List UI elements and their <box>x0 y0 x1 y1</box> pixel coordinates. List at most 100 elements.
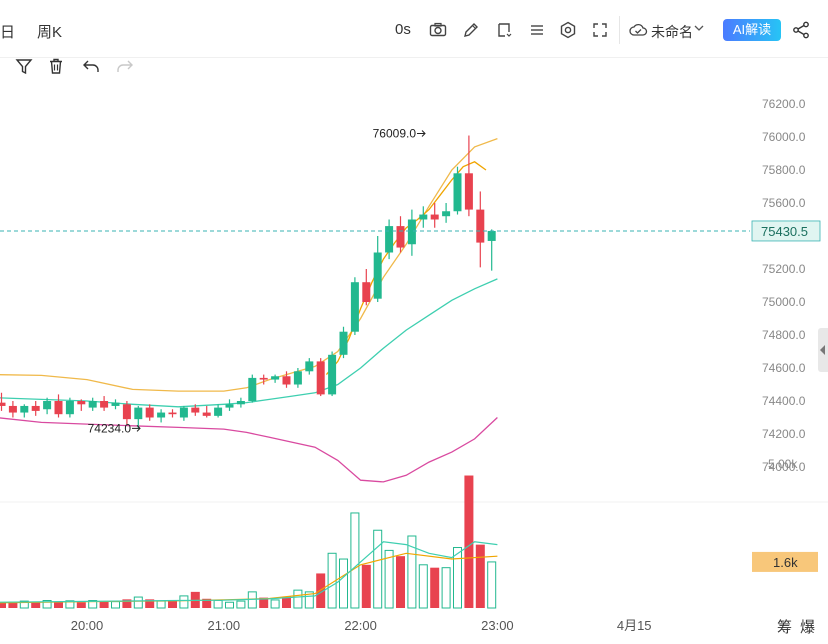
volume-bar <box>487 561 497 609</box>
candle-body <box>111 402 120 406</box>
candle-body <box>20 405 29 413</box>
candle-body <box>31 405 40 411</box>
volume-bar <box>0 602 6 608</box>
share-icon[interactable] <box>791 20 811 40</box>
volume-bar <box>361 564 371 608</box>
price-chart[interactable]: 76200.076000.075800.075600.075400.075200… <box>0 84 828 644</box>
settings-icon[interactable] <box>558 20 578 40</box>
volume-bar <box>111 601 120 609</box>
candle-body <box>157 412 166 418</box>
volume-bar <box>293 589 303 609</box>
candle-body <box>134 407 143 420</box>
price-tick-label: 75600.0 <box>762 196 806 210</box>
list-icon[interactable] <box>527 20 547 40</box>
price-tick-label: 74200.0 <box>762 427 806 441</box>
volume-bar <box>396 556 405 608</box>
volume-bar <box>475 544 485 608</box>
camera-icon[interactable] <box>428 20 448 40</box>
volume-bar <box>54 601 63 608</box>
fullscreen-icon[interactable] <box>590 20 610 40</box>
chevron-down-icon[interactable] <box>692 21 706 35</box>
time-tick-label: 4月15 <box>617 618 652 633</box>
price-tick-label: 76000.0 <box>762 130 806 144</box>
price-tick-label: 76200.0 <box>762 97 806 111</box>
candle-body <box>316 361 325 395</box>
volume-bar <box>339 558 348 609</box>
volume-panel: 5.00k 1.6k <box>0 457 818 609</box>
high-price-label: 76009.0 <box>373 127 417 141</box>
undo-icon[interactable] <box>81 56 101 76</box>
tab-day[interactable]: 日 <box>0 24 16 41</box>
candle-body <box>476 209 485 243</box>
chart-name[interactable]: 未命名 <box>651 24 693 40</box>
indicator-icon[interactable] <box>494 20 514 40</box>
volume-bar <box>179 595 189 609</box>
drawing-toolbar <box>0 48 828 84</box>
price-tick-label: 74800.0 <box>762 328 806 342</box>
time-tick-label: 20:00 <box>71 618 104 633</box>
candle-body <box>271 376 280 380</box>
candle-body <box>373 252 382 299</box>
volume-bar <box>19 600 29 609</box>
candle-body <box>77 401 86 405</box>
liquidation-label[interactable]: 爆 <box>800 619 816 636</box>
volume-ma-green <box>0 541 498 603</box>
redo-icon[interactable] <box>115 56 135 76</box>
volume-bar <box>441 567 451 609</box>
candle-body <box>191 407 200 413</box>
candle-body <box>100 401 109 408</box>
time-tick-label: 23:00 <box>481 618 514 633</box>
price-tick-label: 74400.0 <box>762 394 806 408</box>
candle-body <box>202 412 211 416</box>
candle-body <box>407 219 416 245</box>
volume-current-value: 1.6k <box>773 555 798 570</box>
candle-body <box>293 371 302 385</box>
candle-body <box>259 377 268 380</box>
volume-bar <box>225 601 234 609</box>
candle-body <box>214 407 223 416</box>
candle-body <box>362 282 371 302</box>
cloud-icon <box>628 20 648 40</box>
candle-body <box>65 401 74 415</box>
volume-bar <box>453 547 462 609</box>
candle-body <box>0 402 6 406</box>
tab-week-k[interactable]: 周K <box>37 24 63 41</box>
volume-bar <box>65 600 75 609</box>
volume-bar <box>213 600 223 609</box>
trash-icon[interactable] <box>46 56 66 76</box>
pencil-icon[interactable] <box>461 20 481 40</box>
current-price-value: 75430.5 <box>761 224 808 239</box>
filter-icon[interactable] <box>14 56 34 76</box>
volume-bar <box>133 596 143 609</box>
bollinger-bands <box>0 137 498 483</box>
candle-body <box>305 361 314 372</box>
volume-bar <box>407 535 417 609</box>
volume-bar <box>464 475 474 608</box>
ma-line <box>325 161 487 376</box>
candle-body <box>236 401 245 405</box>
candle-body <box>487 230 496 241</box>
volume-bar <box>236 600 246 609</box>
high-arrow <box>417 130 426 137</box>
volume-bar <box>8 601 18 608</box>
volume-bar <box>156 600 166 609</box>
candle-body <box>179 407 188 418</box>
volume-bar <box>145 599 155 608</box>
ai-interpret-button[interactable]: AI解读 <box>723 19 781 41</box>
volume-bar <box>88 600 98 609</box>
time-axis: 20:00 21:00 22:00 23:00 4月15 <box>71 618 652 633</box>
volume-bar <box>304 591 314 609</box>
candle-body <box>225 404 234 408</box>
volume-current-tag <box>752 551 818 572</box>
countdown-label[interactable]: 0s <box>395 21 411 38</box>
volume-bar <box>76 602 86 608</box>
volume-bar <box>316 573 326 608</box>
side-panel-handle[interactable] <box>818 328 828 372</box>
candle-body <box>453 173 462 212</box>
chip-distribution-label[interactable]: 筹 <box>777 619 793 636</box>
candle-body <box>396 226 405 248</box>
volume-bar <box>430 567 440 608</box>
volume-bar <box>99 601 109 608</box>
volume-axis-label: 5.00k <box>768 457 798 471</box>
candle-body <box>54 401 63 415</box>
